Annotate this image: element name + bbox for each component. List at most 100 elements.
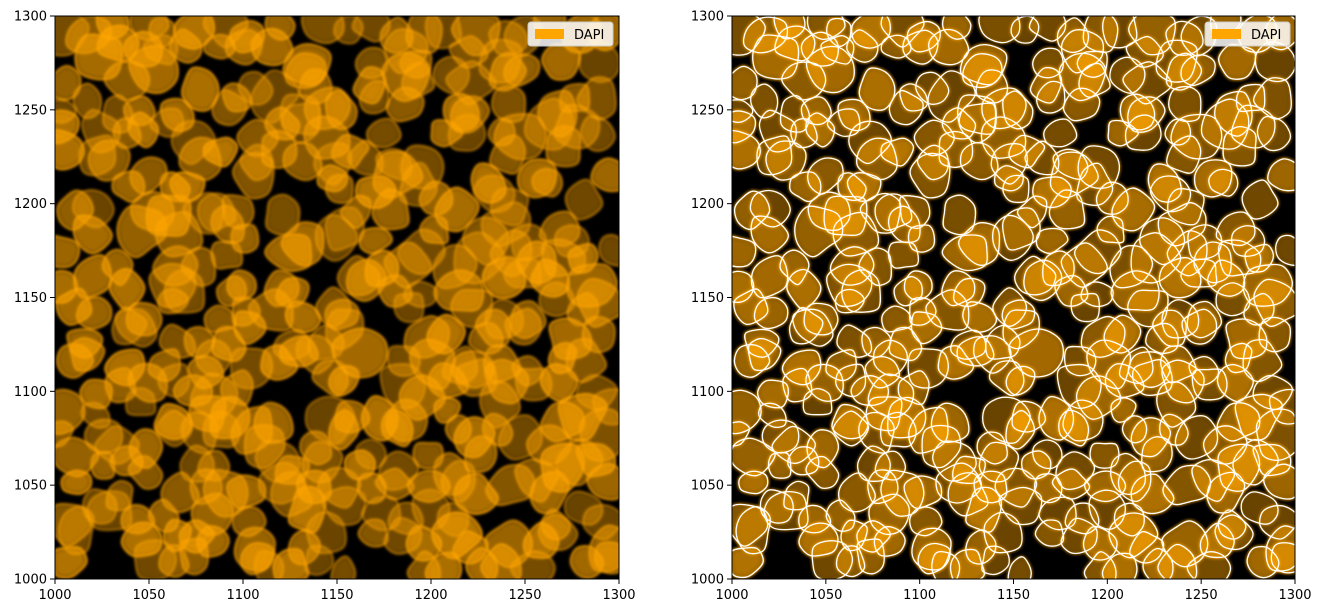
left-nucleus-rim — [504, 308, 542, 346]
left-nucleus-rim — [203, 137, 238, 168]
cell-outline — [1202, 425, 1248, 465]
right-nucleus — [1049, 189, 1085, 229]
left-nucleus-rim — [109, 445, 144, 476]
cell-outline — [841, 269, 882, 313]
cell-outline — [908, 406, 949, 454]
left-nucleus — [286, 301, 320, 333]
left-legend-box — [527, 21, 614, 47]
right-nucleus — [833, 212, 879, 257]
cell-outline — [831, 403, 869, 440]
cell-outline — [767, 451, 792, 479]
cell-outline — [848, 120, 892, 165]
left-nucleus — [170, 172, 204, 202]
cell-outline — [747, 337, 782, 372]
cell-outline — [1032, 439, 1063, 470]
cell-outline — [1191, 368, 1228, 401]
cell-outline — [1208, 168, 1239, 197]
left-nucleus-rim — [375, 467, 415, 501]
cell-outline — [805, 45, 855, 94]
left-nucleus-rim — [222, 82, 252, 112]
cell-outline — [1256, 115, 1292, 152]
cell-outline — [1074, 229, 1122, 275]
cell-outline — [1028, 16, 1067, 42]
left-nucleus-rim — [58, 505, 95, 555]
cell-outline — [872, 339, 908, 377]
left-nucleus-rim — [503, 53, 541, 87]
left-nucleus — [196, 340, 231, 376]
right-y-tick-label: 1250 — [691, 103, 724, 118]
left-nucleus — [398, 229, 445, 274]
cell-outline — [1263, 463, 1295, 500]
cell-outline — [1001, 299, 1036, 330]
right-nucleus — [1207, 472, 1245, 513]
cell-outline — [807, 191, 851, 232]
right-legend: DAPI — [1204, 21, 1291, 47]
left-nucleus — [541, 364, 578, 402]
cell-outline — [906, 20, 941, 53]
cell-outline — [990, 143, 1028, 185]
cell-outline — [1008, 328, 1065, 378]
left-nucleus — [158, 289, 188, 313]
left-nucleus — [356, 440, 386, 469]
right-x-tick-label: 1150 — [997, 588, 1030, 603]
right-x-tick-label: 1200 — [1091, 588, 1124, 603]
cell-outline — [1113, 502, 1145, 537]
cell-outline — [732, 130, 761, 170]
cell-outline — [1215, 211, 1256, 247]
cell-outline — [733, 288, 769, 326]
left-nucleus-rim — [580, 115, 616, 152]
cell-outline — [1104, 363, 1145, 399]
left-nucleus — [74, 216, 112, 253]
left-nucleus — [126, 388, 155, 415]
left-nucleus-rim — [359, 80, 390, 115]
left-nucleus — [283, 142, 322, 180]
left-nucleus-rim — [545, 125, 582, 168]
cell-outline — [765, 140, 807, 181]
cell-outline — [1038, 395, 1075, 441]
cell-outline — [732, 389, 762, 435]
cell-outline — [1102, 16, 1138, 49]
right-nucleus — [888, 242, 919, 269]
left-nucleus-rim — [168, 28, 203, 64]
left-x-tick-label: 1250 — [508, 588, 541, 603]
left-nucleus-rim — [90, 451, 116, 480]
cell-outline — [1244, 243, 1274, 273]
cell-outline — [1180, 258, 1218, 288]
left-legend-label: DAPI — [574, 28, 604, 43]
cell-outline — [1125, 35, 1164, 68]
cell-outline — [1258, 316, 1292, 353]
cell-outline — [1095, 181, 1129, 215]
right-y-tick-label: 1050 — [691, 479, 724, 494]
cell-outline — [978, 16, 1021, 44]
right-nucleus — [1102, 16, 1137, 48]
cell-outline — [779, 249, 810, 286]
right-nucleus — [1187, 551, 1231, 579]
cell-outline — [988, 360, 1025, 397]
cell-outline — [846, 29, 879, 63]
left-nucleus — [221, 370, 253, 405]
cell-outline — [1056, 17, 1090, 54]
left-nucleus — [504, 54, 540, 86]
cell-outline — [807, 157, 844, 195]
cell-outline — [732, 65, 758, 101]
cell-outline — [907, 348, 949, 389]
cell-outline — [790, 118, 818, 149]
cell-outline — [1036, 80, 1066, 114]
left-nucleus-rim — [355, 438, 387, 470]
left-nucleus-rim — [55, 546, 88, 579]
left-y-tick-label: 1250 — [14, 103, 47, 118]
left-nucleus-rim — [321, 486, 367, 526]
right-nucleus — [1271, 542, 1295, 573]
left-x-tick-label: 1200 — [414, 588, 447, 603]
left-nucleus — [581, 116, 615, 151]
left-nucleus-rim — [406, 550, 441, 579]
cell-outline — [928, 28, 970, 66]
right-nucleus — [962, 301, 997, 333]
cell-outline — [749, 189, 791, 228]
left-nucleus-rim — [55, 109, 80, 144]
cell-outline — [1103, 314, 1142, 354]
left-nucleus-rim — [73, 254, 112, 299]
left-nucleus-rim — [232, 152, 275, 200]
cell-outline — [752, 34, 800, 80]
cell-outline — [806, 16, 846, 40]
